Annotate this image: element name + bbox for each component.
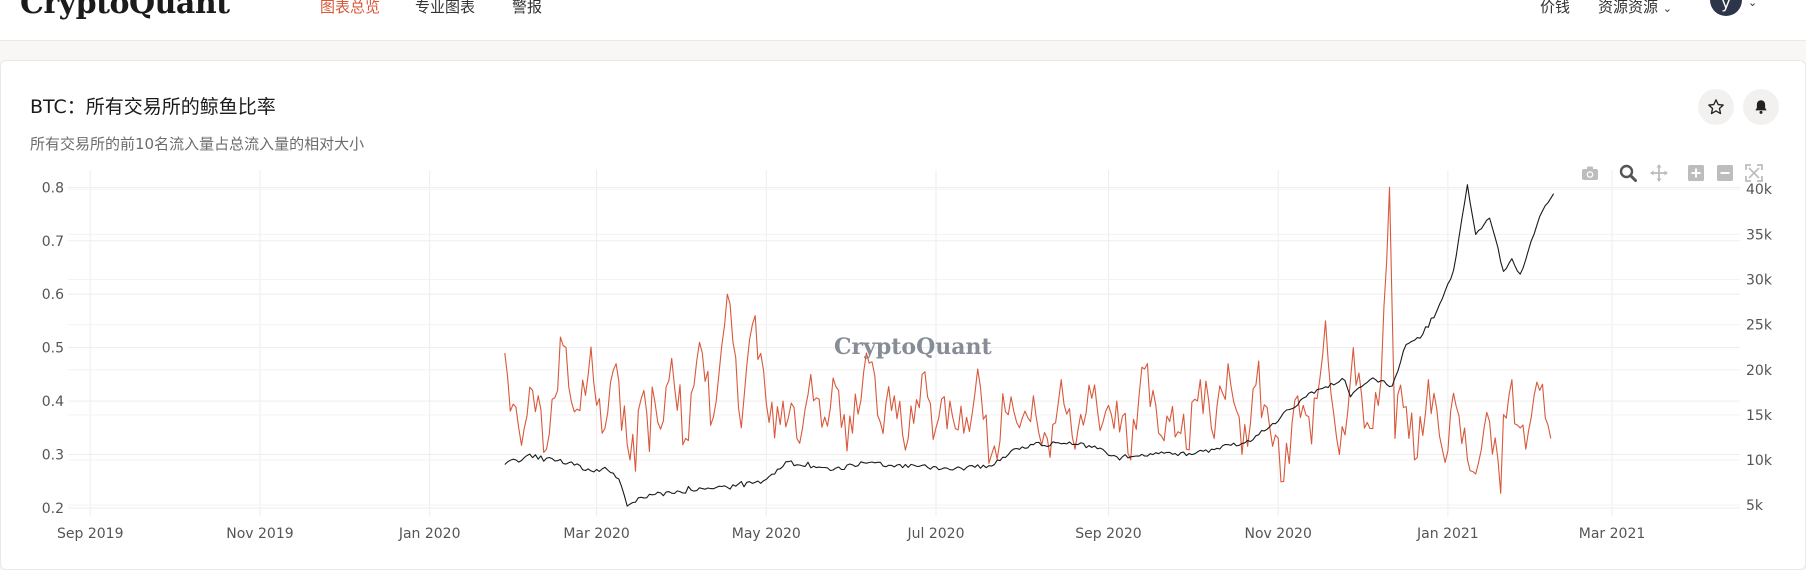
y-tick-label: 0.4 [42, 394, 64, 410]
y2-tick-label: 15k [1746, 408, 1773, 424]
y-tick-label: 0.3 [42, 448, 64, 464]
x-tick-label: May 2020 [732, 526, 801, 542]
brand-logo[interactable]: CryptoQuant [20, 0, 230, 21]
x-tick-label: Jan 2020 [398, 526, 461, 542]
btc-price-line[interactable] [504, 184, 1555, 507]
y2-tick-label: 25k [1746, 318, 1773, 334]
top-navbar: CryptoQuant 图表总览 专业图表 警报 价钱 资源资源 ⌄ y ⌄ [0, 0, 1806, 41]
chevron-down-icon[interactable]: ⌄ [1748, 0, 1758, 9]
camera-icon[interactable] [1580, 163, 1600, 183]
pan-icon[interactable] [1649, 163, 1669, 183]
y2-tick-label: 35k [1746, 227, 1773, 243]
whale-ratio-line[interactable] [504, 186, 1552, 494]
y2-tick-label: 40k [1746, 182, 1773, 198]
y-tick-label: 0.2 [42, 501, 64, 517]
x-tick-label: Nov 2019 [226, 526, 293, 542]
y-tick-label: 0.7 [42, 234, 64, 250]
favorite-button[interactable] [1698, 89, 1734, 125]
zoom-icon[interactable] [1618, 163, 1638, 183]
x-tick-label: Sep 2019 [57, 526, 123, 542]
whale-ratio-chart[interactable]: Sep 2019 Nov 2019 Jan 2020 Mar 2020 May 2020… [0, 0, 1806, 556]
y-tick-label: 0.5 [42, 341, 64, 357]
nav-resources-label: 资源资源 [1598, 0, 1659, 16]
chevron-down-icon: ⌄ [1662, 2, 1673, 15]
nav-alerts[interactable]: 警报 [512, 0, 543, 16]
y2-tick-label: 10k [1746, 453, 1773, 469]
x-tick-label: Mar 2020 [563, 526, 630, 542]
x-tick-label: Jul 2020 [907, 526, 965, 542]
zoom-in-icon[interactable] [1686, 163, 1706, 183]
y-tick-label: 0.8 [42, 180, 64, 196]
y-tick-label: 0.6 [42, 287, 64, 303]
bell-icon [1755, 100, 1767, 114]
x-tick-label: Nov 2020 [1244, 526, 1311, 542]
nav-pro-charts[interactable]: 专业图表 [415, 0, 476, 16]
y2-tick-label: 20k [1746, 363, 1773, 379]
y2-tick-label: 5k [1746, 498, 1764, 514]
x-tick-label: Sep 2020 [1075, 526, 1141, 542]
x-tick-label: Jan 2021 [1416, 526, 1479, 542]
star-icon [1708, 99, 1724, 115]
zoom-out-icon[interactable] [1715, 163, 1735, 183]
chart-subtitle: 所有交易所的前10名流入量占总流入量的相对大小 [30, 135, 365, 153]
y2-tick-label: 30k [1746, 272, 1773, 288]
autoscale-icon[interactable] [1744, 163, 1764, 183]
watermark-logo: CryptoQuant [834, 334, 992, 360]
chart-title: BTC：所有交易所的鲸鱼比率 [30, 96, 276, 118]
nav-resources[interactable]: 资源资源 ⌄ [1598, 0, 1672, 17]
nav-pricing[interactable]: 价钱 [1540, 0, 1571, 16]
nav-chart-overview[interactable]: 图表总览 [320, 0, 381, 16]
chart-card [0, 60, 1806, 570]
alert-button[interactable] [1743, 89, 1779, 125]
x-tick-label: Mar 2021 [1579, 526, 1646, 542]
avatar[interactable]: y [1710, 0, 1742, 16]
